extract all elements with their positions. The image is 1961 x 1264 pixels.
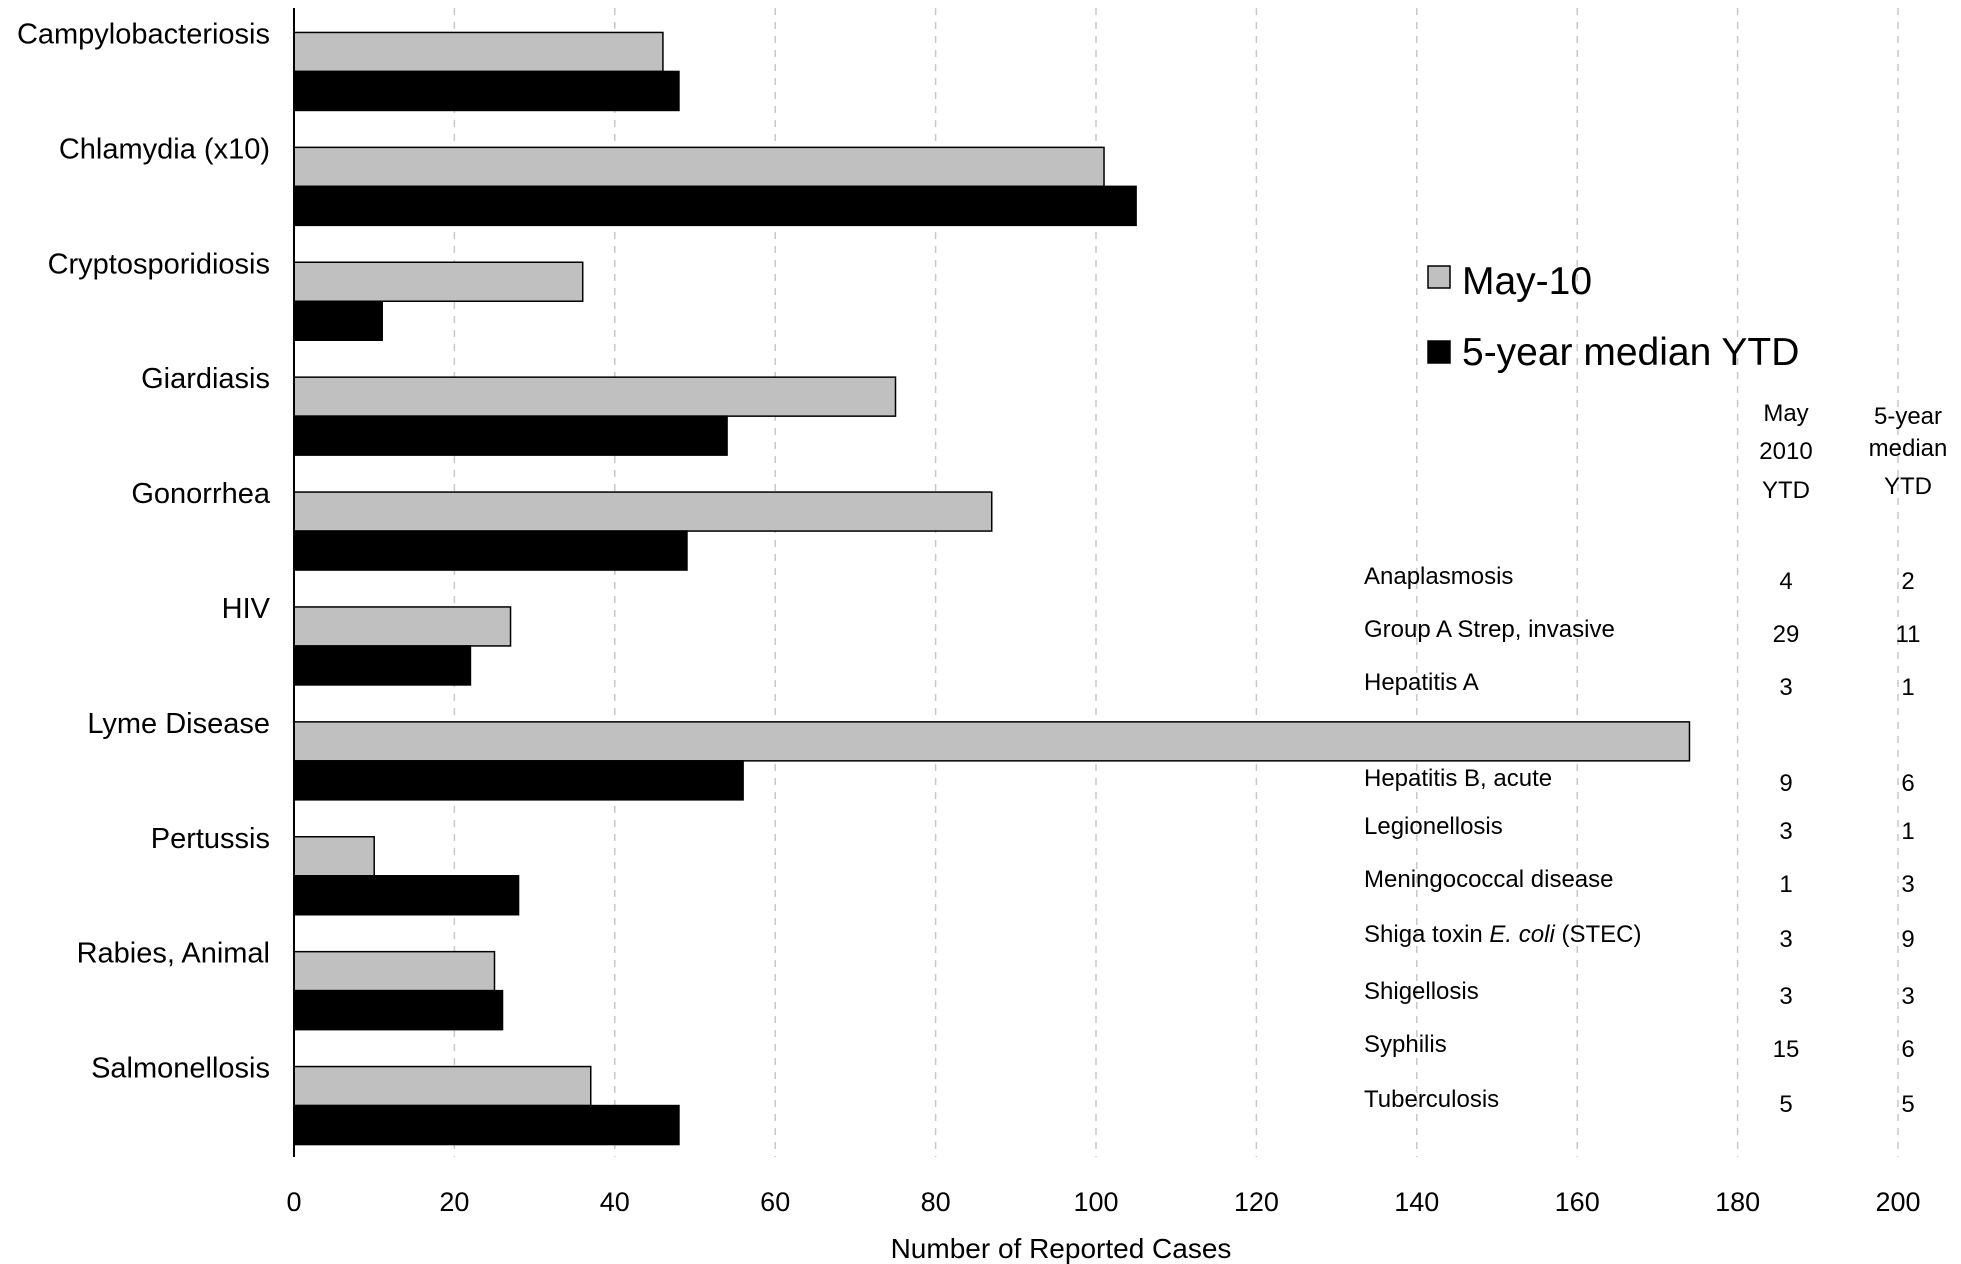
x-tick-label-160: 160	[1555, 1187, 1600, 1217]
table-row-may: 5	[1779, 1091, 1792, 1118]
bar-may-10-campylobacteriosis	[293, 31, 664, 73]
bar-5-year-median-pertussis	[293, 875, 520, 916]
table-header-median-line3: YTD	[1884, 473, 1932, 500]
table-row-median: 2	[1901, 568, 1914, 595]
table-row-disease: Anaplasmosis	[1364, 563, 1513, 590]
bar-5-year-median-lyme-disease	[293, 760, 744, 801]
bar-5-year-median-rabies-animal	[293, 989, 504, 1031]
bar-may-10-rabies-animal	[293, 950, 496, 992]
table-row-median: 3	[1901, 983, 1914, 1010]
x-axis-title: Number of Reported Cases	[891, 1233, 1232, 1264]
table-row-disease: Syphilis	[1364, 1031, 1447, 1058]
table-header-median-line2: median	[1869, 435, 1948, 462]
table-header-median-line1: 5-year	[1874, 403, 1942, 430]
bar-5-year-median-hiv	[293, 645, 472, 686]
category-label: Salmonellosis	[91, 1053, 270, 1085]
table-header-may-line1: May	[1763, 400, 1808, 427]
x-tick-label-80: 80	[921, 1187, 951, 1217]
legend-label-may-10: May-10	[1462, 260, 1592, 303]
x-tick-label-120: 120	[1234, 1187, 1279, 1217]
table-header-may-line2: 2010	[1759, 438, 1812, 465]
table-row-median: 6	[1901, 1036, 1914, 1063]
bar-5-year-median-cryptosporidiosis	[293, 300, 383, 341]
bar-5-year-median-salmonellosis	[293, 1104, 680, 1146]
category-label: Chlamydia (x10)	[59, 133, 270, 165]
table-row-may: 4	[1779, 568, 1792, 595]
table-row-may: 3	[1779, 983, 1792, 1010]
table-row-median: 1	[1901, 674, 1914, 701]
category-labels: Campylobacteriosis Chlamydia (x10) Cryptos…	[17, 18, 271, 1084]
category-label: Lyme Disease	[87, 708, 270, 740]
bar-may-10-lyme-disease	[293, 721, 1691, 762]
bar-may-10-salmonellosis	[293, 1065, 592, 1107]
table-row-disease-italic: E. coli	[1489, 921, 1555, 948]
bar-5-year-median-giardiasis	[293, 415, 728, 456]
table-row-disease: Hepatitis B, acute	[1364, 765, 1552, 792]
table-row-may: 3	[1779, 926, 1792, 953]
table-row-may: 1	[1779, 871, 1792, 898]
table-row-disease: Shiga toxin E. coli (STEC)	[1364, 921, 1641, 948]
table-row-disease: Meningococcal disease	[1364, 866, 1613, 893]
table-row-disease-prefix: Shiga toxin	[1364, 921, 1489, 948]
x-tick-label-200: 200	[1875, 1187, 1920, 1217]
category-label: Gonorrhea	[131, 478, 271, 510]
table-row-median: 1	[1901, 818, 1914, 845]
x-tick-label-40: 40	[600, 1187, 630, 1217]
category-label: Giardiasis	[141, 363, 270, 395]
x-tick-label-0: 0	[286, 1187, 301, 1217]
legend: May-10 5-year median YTD	[1427, 260, 1799, 374]
category-label: Pertussis	[151, 823, 270, 855]
x-tick-label-140: 140	[1394, 1187, 1439, 1217]
table-row-disease: Tuberculosis	[1364, 1086, 1499, 1113]
legend-swatch-may-10	[1427, 265, 1451, 289]
bar-5-year-median-gonorrhea	[293, 530, 688, 571]
bar-5-year-median-campylobacteriosis	[293, 70, 680, 112]
table-row-disease-suffix: (STEC)	[1555, 921, 1642, 948]
inset-table: May 2010 YTD 5-year median YTD Anaplasmo…	[1364, 400, 1947, 1118]
category-label: Campylobacteriosis	[17, 18, 270, 50]
table-row-may: 3	[1779, 674, 1792, 701]
category-label: HIV	[222, 593, 271, 625]
bar-may-10-giardiasis	[293, 376, 897, 417]
table-row-may: 29	[1773, 621, 1800, 648]
bar-may-10-gonorrhea	[293, 491, 993, 532]
table-header-may-line3: YTD	[1762, 477, 1810, 504]
x-tick-label-180: 180	[1715, 1187, 1760, 1217]
x-tick-labels: 0 20 40 60 80 100 120 140 160 180 200	[286, 1187, 1920, 1217]
table-row-median: 5	[1901, 1091, 1914, 1118]
x-tick-label-20: 20	[439, 1187, 469, 1217]
gridlines	[453, 8, 1899, 1157]
table-row-median: 3	[1901, 871, 1914, 898]
table-row-disease: Hepatitis A	[1364, 669, 1479, 696]
x-tick-label-60: 60	[760, 1187, 790, 1217]
x-tick-label-100: 100	[1073, 1187, 1118, 1217]
legend-label-5-year-median: 5-year median YTD	[1462, 331, 1799, 374]
category-label: Cryptosporidiosis	[48, 248, 270, 280]
table-row-disease: Shigellosis	[1364, 978, 1479, 1005]
table-row-disease: Legionellosis	[1364, 813, 1503, 840]
bar-5-year-median-chlamydia-x10	[293, 185, 1137, 227]
table-row-median: 11	[1896, 621, 1921, 648]
table-row-median: 9	[1901, 926, 1914, 953]
bar-may-10-cryptosporidiosis	[293, 261, 584, 302]
legend-swatch-5-year-median	[1427, 340, 1451, 364]
bar-may-10-pertussis	[293, 836, 375, 877]
table-row-may: 15	[1773, 1036, 1800, 1063]
table-row-median: 6	[1901, 770, 1914, 797]
bar-may-10-hiv	[293, 606, 512, 647]
table-row-may: 9	[1779, 770, 1792, 797]
bar-may-10-chlamydia-x10	[293, 146, 1105, 188]
table-row-may: 3	[1779, 818, 1792, 845]
category-label: Rabies, Animal	[77, 938, 270, 970]
table-row-disease: Group A Strep, invasive	[1364, 616, 1615, 643]
